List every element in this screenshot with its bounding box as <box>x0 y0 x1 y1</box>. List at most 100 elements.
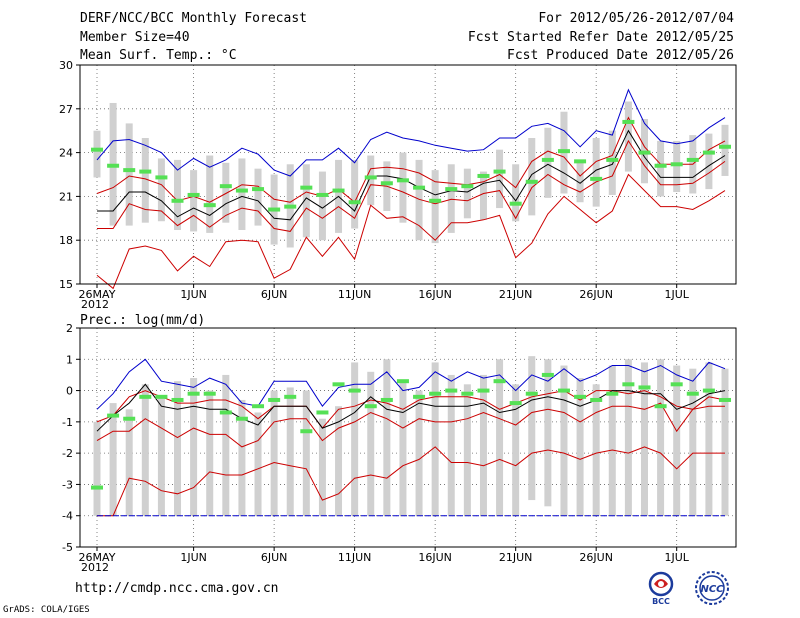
observation-mark <box>316 192 329 197</box>
observation-mark <box>702 388 715 393</box>
x-tick-label: 6JUN <box>261 551 288 564</box>
y-tick-label: -3 <box>62 478 73 491</box>
ensemble-box <box>206 155 214 233</box>
observation-mark <box>219 184 232 189</box>
ensemble-box <box>463 384 471 516</box>
observation-mark <box>252 404 265 409</box>
observation-mark <box>509 401 522 406</box>
observation-mark <box>413 394 426 399</box>
observation-mark <box>348 388 361 393</box>
observation-mark <box>123 416 136 421</box>
x-tick-label: 1JUN <box>180 551 207 564</box>
ensemble-box <box>640 362 648 516</box>
ensemble-box <box>302 390 310 516</box>
observation-mark <box>235 416 248 421</box>
observation-mark <box>638 385 651 390</box>
observation-mark <box>574 159 587 164</box>
observation-mark <box>187 192 200 197</box>
observation-mark <box>606 157 619 162</box>
ensemble-box <box>544 127 552 198</box>
observation-mark <box>541 157 554 162</box>
ensemble-box <box>624 359 632 516</box>
series-upper-line <box>96 390 726 429</box>
grads-credit: GrADS: COLA/IGES <box>3 605 90 615</box>
ncc-logo-text: NCC <box>700 584 724 595</box>
ensemble-box <box>302 164 310 238</box>
observation-mark <box>268 207 281 212</box>
x-tick-label: 16JUN <box>418 551 452 564</box>
series-min-line <box>96 173 726 290</box>
ensemble-box <box>93 130 101 178</box>
y-tick-label: 24 <box>59 147 73 160</box>
ensemble-box <box>254 168 262 226</box>
ensemble-box <box>157 158 165 222</box>
ensemble-box <box>399 152 407 223</box>
observation-mark <box>429 391 442 396</box>
observation-mark <box>590 176 603 181</box>
ensemble-box <box>431 362 439 516</box>
observation-mark <box>493 169 506 174</box>
y-tick-label: -5 <box>62 541 73 554</box>
ensemble-box <box>270 390 278 516</box>
observation-mark <box>445 187 458 192</box>
observation-mark <box>557 388 570 393</box>
ensemble-box <box>367 371 375 516</box>
observation-mark <box>429 198 442 203</box>
ensemble-box <box>206 390 214 516</box>
observation-mark <box>654 163 667 168</box>
observation-mark <box>348 200 361 205</box>
observation-mark <box>541 372 554 377</box>
observation-mark <box>606 391 619 396</box>
y-tick-label: 1 <box>66 353 73 366</box>
observation-mark <box>477 388 490 393</box>
observation-mark <box>670 382 683 387</box>
ensemble-box <box>318 171 326 241</box>
x-tick-label: 26MAY <box>79 288 116 301</box>
observation-mark <box>590 397 603 402</box>
observation-mark <box>171 397 184 402</box>
ensemble-box <box>141 138 149 223</box>
observation-mark <box>155 394 168 399</box>
ensemble-box <box>93 421 101 516</box>
observation-mark <box>380 397 393 402</box>
y-tick-label: 15 <box>59 278 73 291</box>
ensemble-box <box>447 374 455 516</box>
ensemble-box <box>496 359 504 516</box>
ensemble-box <box>157 396 165 516</box>
observation-mark <box>509 201 522 206</box>
ensemble-box <box>479 374 487 516</box>
ensemble-box <box>512 164 520 222</box>
observation-mark <box>622 119 635 124</box>
ensemble-box <box>238 399 246 516</box>
x-tick-year-label: 2012 <box>81 561 109 574</box>
observation-mark <box>284 394 297 399</box>
y-tick-label: -1 <box>62 416 73 429</box>
ensemble-box <box>190 170 198 232</box>
ensemble-box <box>222 374 230 516</box>
ensemble-box <box>721 124 729 176</box>
ensemble-box <box>174 159 182 230</box>
x-tick-label: 11JUN <box>338 288 372 301</box>
ensemble-box <box>705 362 713 516</box>
y-tick-label: 18 <box>59 234 73 247</box>
bcc-logo-icon: BCC <box>648 571 674 606</box>
series-mean-line <box>96 383 726 432</box>
forecast-produced-date: Fcst Produced Date 2012/05/26 <box>507 48 734 63</box>
ensemble-box <box>415 390 423 516</box>
observation-mark <box>364 175 377 180</box>
ensemble-box <box>608 365 616 516</box>
observation-mark <box>203 203 216 208</box>
observation-mark <box>719 397 731 402</box>
ensemble-box <box>689 368 697 516</box>
ensemble-box <box>463 168 471 219</box>
observation-mark <box>654 404 667 409</box>
observation-mark <box>525 179 538 184</box>
observation-mark <box>203 391 216 396</box>
observation-mark <box>719 144 731 149</box>
observation-mark <box>332 382 345 387</box>
ensemble-box <box>174 381 182 516</box>
observation-mark <box>332 188 345 193</box>
ensemble-box <box>125 123 133 226</box>
plot-frame <box>79 327 737 548</box>
